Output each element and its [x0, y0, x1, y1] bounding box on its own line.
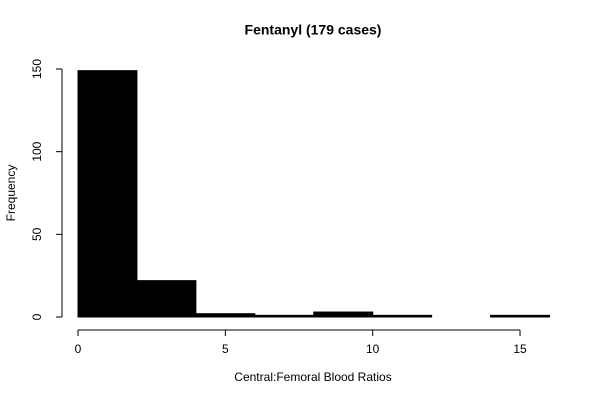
y-tick-label: 150 [30, 59, 44, 79]
chart-title: Fentanyl (179 cases) [245, 22, 382, 38]
x-tick-label: 5 [222, 342, 229, 356]
y-tick-label: 50 [30, 227, 44, 241]
bar [254, 314, 315, 318]
bar [77, 70, 138, 318]
bar [136, 280, 197, 318]
y-tick-label: 0 [30, 313, 44, 320]
y-tick-label: 100 [30, 141, 44, 161]
bar [195, 313, 256, 318]
bar [372, 314, 433, 318]
x-tick-label: 15 [513, 342, 527, 356]
x-tick-label: 0 [75, 342, 82, 356]
bar [313, 311, 374, 318]
bar [490, 314, 550, 318]
x-axis-label: Central:Femoral Blood Ratios [234, 370, 391, 384]
x-tick-label: 10 [366, 342, 380, 356]
y-axis-label: Frequency [4, 165, 18, 222]
